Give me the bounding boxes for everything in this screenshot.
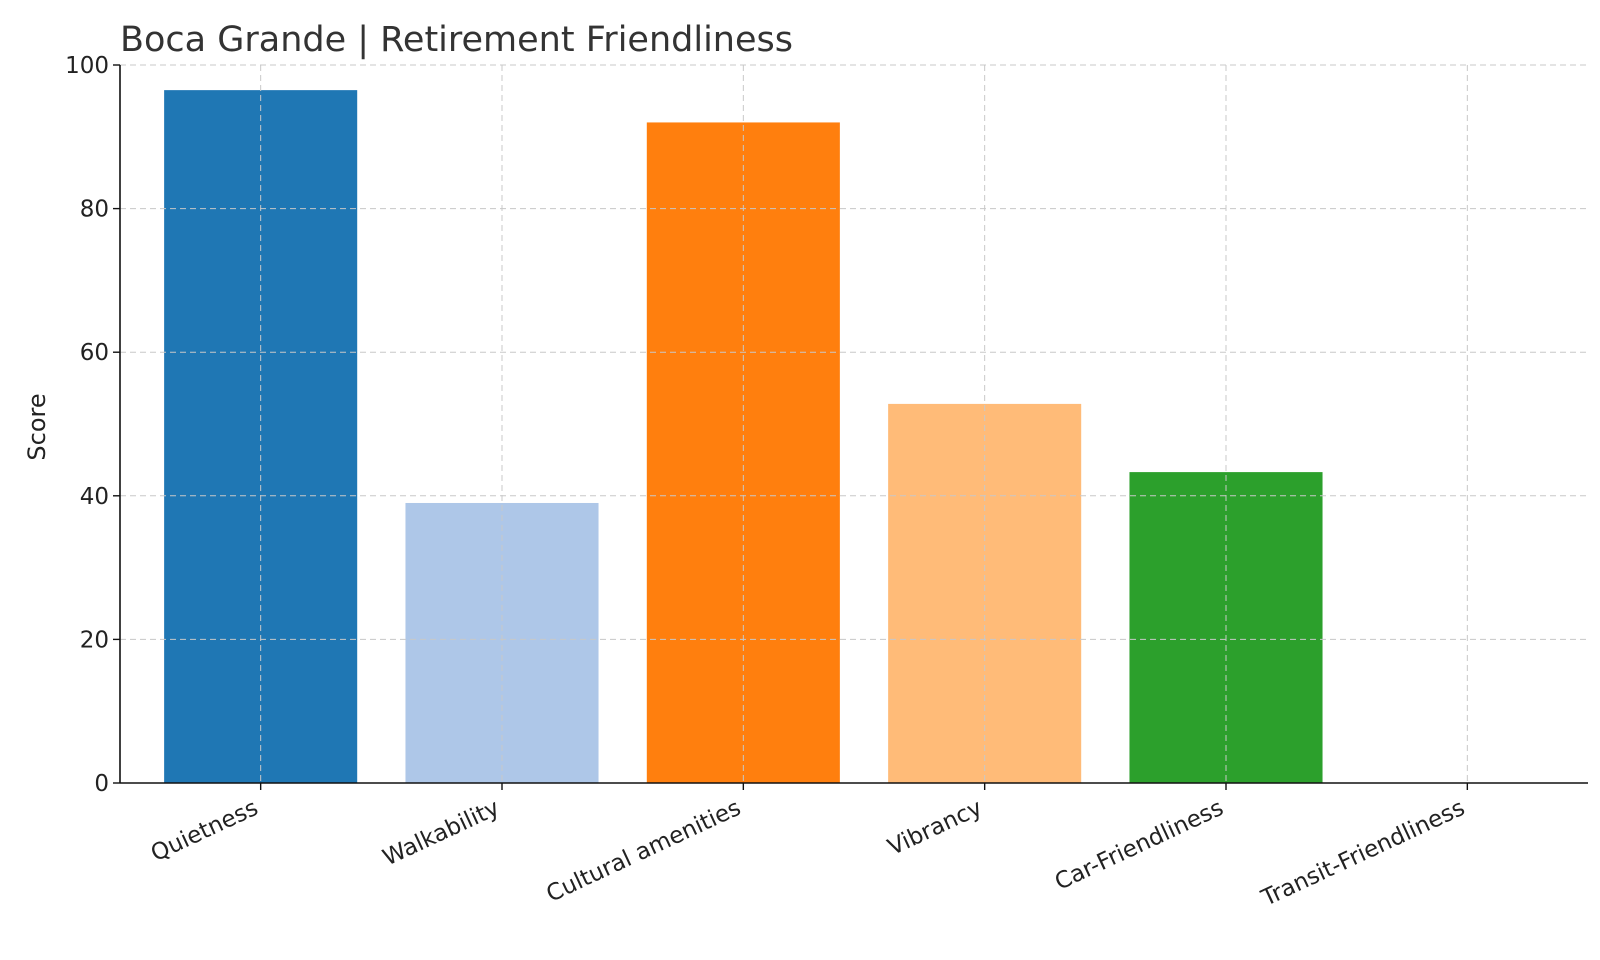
y-axis-title: Score: [23, 393, 51, 460]
x-tick-label: Transit-Friendliness: [1257, 795, 1469, 912]
x-tick-label: Vibrancy: [884, 795, 986, 861]
x-tick-label: Walkability: [379, 795, 503, 871]
y-tick-label: 60: [80, 340, 109, 366]
axes: [113, 64, 1588, 790]
chart-title: Boca Grande | Retirement Friendliness: [120, 20, 793, 60]
x-tick-label: Quietness: [147, 795, 262, 867]
x-tick-label: Cultural amenities: [543, 795, 745, 908]
bar-cultural-amenities: [646, 122, 840, 783]
y-tick-label: 20: [80, 627, 109, 653]
y-tick-label: 40: [80, 484, 109, 510]
x-tick-label: Car-Friendliness: [1051, 795, 1228, 896]
grid-lines: [120, 64, 1588, 783]
y-tick-label: 0: [94, 771, 109, 797]
y-tick-label: 100: [65, 53, 109, 79]
y-tick-label: 80: [80, 197, 109, 223]
